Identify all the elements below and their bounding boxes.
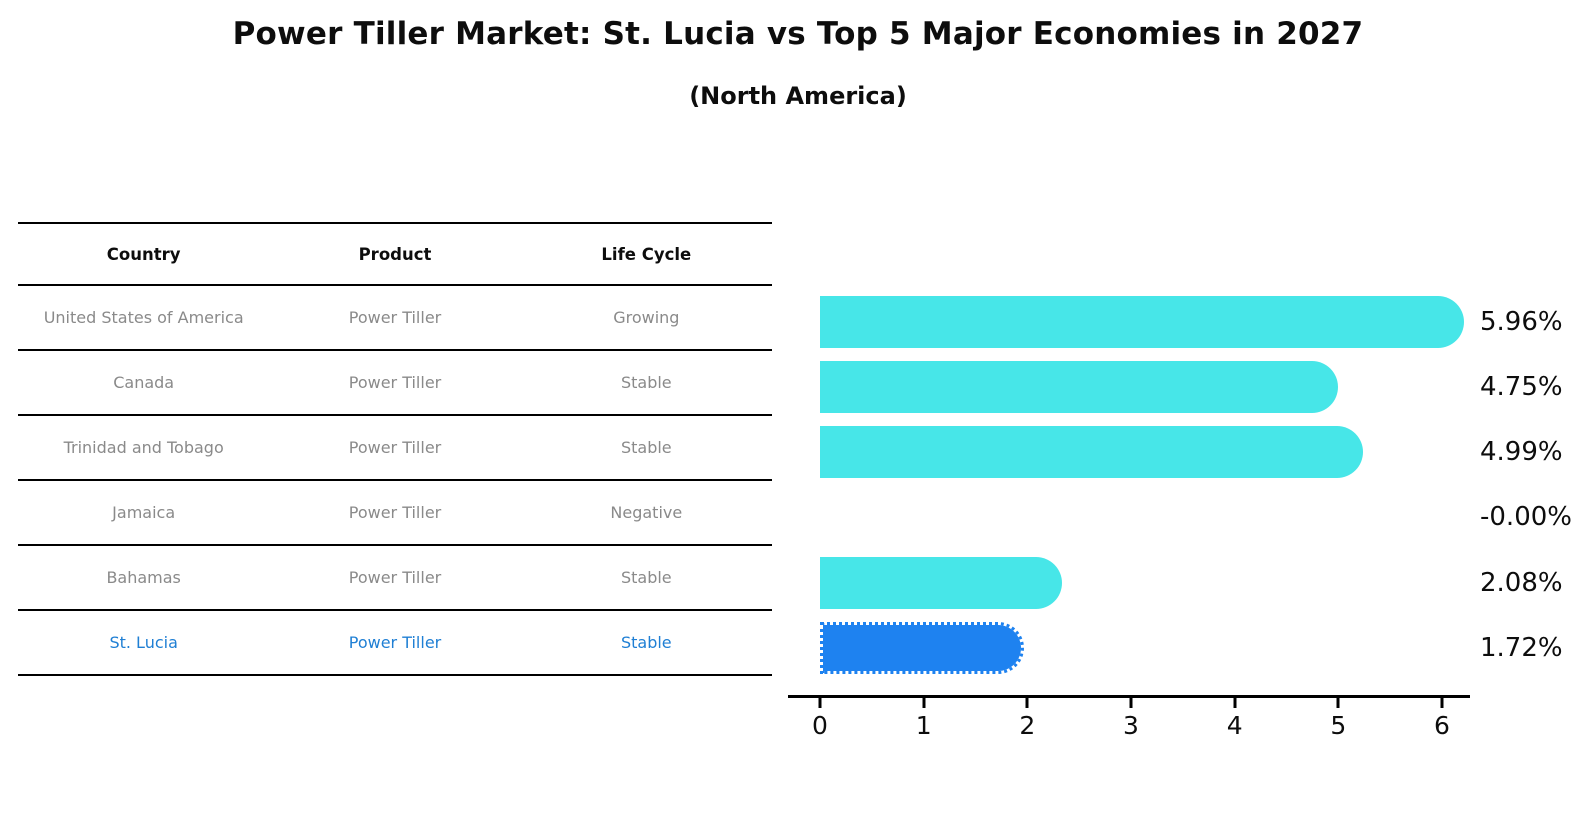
- bar-1: [820, 361, 1339, 413]
- bar-0: [820, 296, 1464, 348]
- table-header-country: Country: [106, 244, 181, 264]
- table-cell-product: Power Tiller: [348, 308, 442, 327]
- table-cell-life-cycle: Negative: [610, 503, 683, 522]
- table-header-lifecycle: Life Cycle: [601, 244, 692, 264]
- table-cell-product: Power Tiller: [348, 438, 442, 457]
- table-cell-product: Power Tiller: [348, 568, 442, 587]
- table-cell-country: Jamaica: [112, 503, 176, 522]
- x-axis-tick-label: 4: [1226, 711, 1243, 740]
- chart-title: Power Tiller Market: St. Lucia vs Top 5 …: [232, 16, 1364, 52]
- table-cell-country: St. Lucia: [109, 633, 178, 652]
- table-cell-country: Trinidad and Tobago: [63, 438, 224, 457]
- x-axis-tick: [1336, 698, 1340, 708]
- bar-st-lucia-highlight: [820, 622, 1025, 674]
- table-header-row: Country Product Life Cycle: [18, 222, 772, 286]
- table-row: Canada Power Tiller Stable: [18, 351, 772, 416]
- x-axis-tick-label: 0: [812, 711, 828, 740]
- x-axis-tick-label: 6: [1434, 711, 1450, 740]
- table-cell-product: Power Tiller: [348, 503, 442, 522]
- table-row: St. Lucia Power Tiller Stable: [18, 611, 772, 676]
- bar-4: [820, 557, 1062, 609]
- table-cell-life-cycle: Growing: [613, 308, 680, 327]
- bar-2: [820, 426, 1364, 478]
- table-cell-life-cycle: Stable: [620, 568, 672, 587]
- bar-value-label: 1.72%: [1480, 633, 1563, 663]
- x-axis-tick: [818, 698, 822, 708]
- x-axis-tick: [1025, 698, 1029, 708]
- bar-value-label: 5.96%: [1480, 307, 1563, 337]
- x-axis-tick-label: 2: [1019, 711, 1036, 740]
- table-row: Jamaica Power Tiller Negative: [18, 481, 772, 546]
- x-axis-tick: [1129, 698, 1133, 708]
- x-axis-tick-label: 3: [1123, 711, 1139, 740]
- x-axis: [788, 695, 1470, 698]
- x-axis-tick-label: 1: [915, 711, 932, 740]
- table-cell-product: Power Tiller: [348, 633, 442, 652]
- table-cell-country: United States of America: [43, 308, 244, 327]
- table-rows: United States of America Power Tiller Grow…: [18, 286, 772, 676]
- x-axis-tick-label: 5: [1330, 711, 1347, 740]
- bar-value-label: 4.99%: [1480, 437, 1563, 467]
- table-cell-country: Canada: [113, 373, 175, 392]
- chart-subtitle: (North America): [689, 82, 907, 110]
- table-cell-country: Bahamas: [106, 568, 181, 587]
- table-row: United States of America Power Tiller Grow…: [18, 286, 772, 351]
- table-row: Bahamas Power Tiller Stable: [18, 546, 772, 611]
- bar-value-label: -0.00%: [1480, 502, 1572, 532]
- table-header-product: Product: [358, 244, 432, 264]
- bar-value-label: 4.75%: [1480, 372, 1563, 402]
- bar-value-label: 2.08%: [1480, 568, 1563, 598]
- x-axis-tick: [1233, 698, 1237, 708]
- table-cell-product: Power Tiller: [348, 373, 442, 392]
- x-axis-tick: [922, 698, 926, 708]
- table-cell-life-cycle: Stable: [620, 438, 672, 457]
- table-cell-life-cycle: Stable: [620, 373, 672, 392]
- table-row: Trinidad and Tobago Power Tiller Stable: [18, 416, 772, 481]
- table-cell-life-cycle: Stable: [620, 633, 672, 652]
- x-axis-tick: [1440, 698, 1444, 708]
- country-table: Country Product Life Cycle United States…: [18, 222, 772, 676]
